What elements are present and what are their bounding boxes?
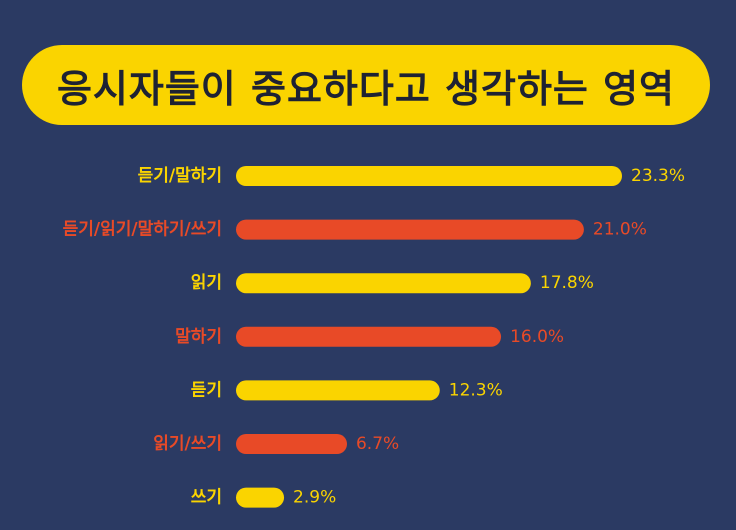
bar [236, 434, 347, 454]
title-banner: 응시자들이 중요하다고 생각하는 영역 [22, 45, 710, 125]
category-label: 쓰기 [191, 488, 222, 508]
value-label: 6.7% [356, 434, 399, 454]
value-label: 23.3% [631, 166, 685, 186]
value-label: 17.8% [540, 273, 594, 293]
bar [236, 487, 285, 508]
value-label: 2.9% [293, 488, 336, 508]
value-label: 21.0% [593, 220, 647, 240]
bar [236, 166, 622, 186]
category-label: 읽기/쓰기 [153, 434, 222, 454]
bar [236, 380, 440, 401]
value-label: 16.0% [510, 327, 564, 347]
category-label: 읽기 [191, 273, 222, 293]
bar [236, 326, 502, 347]
bar [236, 219, 584, 240]
category-label: 듣기 [191, 380, 222, 400]
value-label: 12.3% [449, 380, 503, 400]
category-label: 듣기/말하기 [138, 165, 222, 186]
chart-title: 응시자들이 중요하다고 생각하는 영역 [56, 66, 676, 111]
category-label: 듣기/읽기/말하기/쓰기 [63, 219, 222, 240]
bar [236, 273, 531, 294]
category-label: 말하기 [175, 326, 222, 347]
